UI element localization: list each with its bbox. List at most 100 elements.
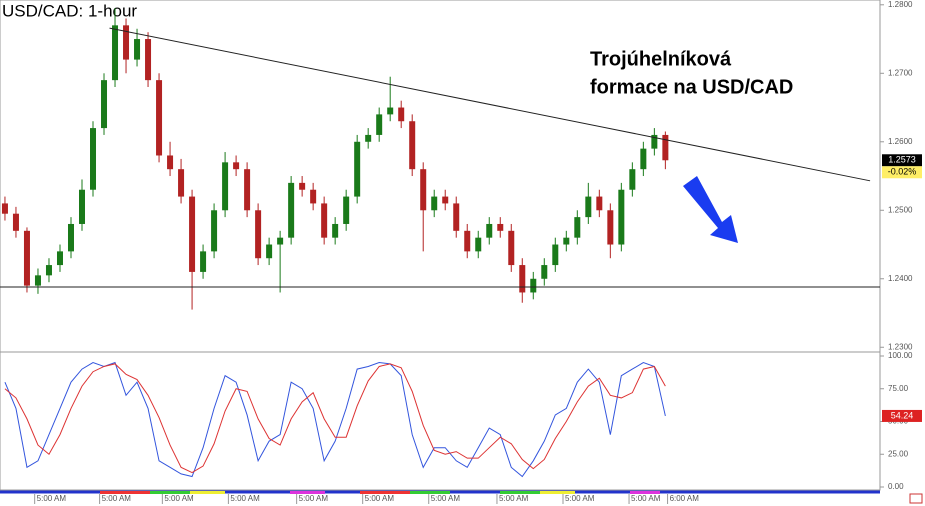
session [500,491,540,494]
y-tick-label: 25.00 [888,449,909,458]
candle-body [112,25,119,81]
y-tick-label: 1.2600 [888,137,913,146]
candle-body [200,251,207,272]
candle-body [453,203,460,231]
candle-body [530,278,537,293]
candle-body [45,265,52,276]
candle-body [233,162,240,170]
candle-body [574,217,581,238]
candle-body [640,148,647,170]
y-tick-label: 1.2500 [888,205,913,214]
candle-body [134,39,141,60]
x-tick-label: 5:00 AM [102,494,132,503]
session [190,491,225,494]
candle-body [222,162,229,211]
candle-body [486,223,493,238]
x-tick-label: 5:00 AM [499,494,529,503]
oscillator-line [4,363,666,474]
candle-body [354,141,361,197]
session [410,491,450,494]
candle-body [464,230,471,252]
x-tick-label: 5:00 AM [230,494,260,503]
candle-body [178,169,185,197]
annotation: Trojúhelníková [590,48,732,70]
down-arrow [683,176,738,243]
candle-body [475,237,482,252]
change-tag-label: -0.02% [888,167,917,177]
candle-body [156,80,163,156]
candle-body [585,196,592,218]
session [540,491,575,494]
candle-body [56,251,63,266]
candle-body [376,114,383,135]
candle-body [123,25,130,60]
y-tick-label: 100.00 [888,351,913,360]
candle-body [167,155,174,170]
candle-body [552,244,559,266]
candle-body [651,134,658,149]
x-tick-label: 5:00 AM [164,494,194,503]
candle-body [189,196,196,272]
oscillator-panel [0,351,881,491]
change-tag [882,166,922,179]
candle-body [607,210,614,245]
candle-body [618,189,625,245]
candle-body [288,182,295,238]
candle-body [398,107,405,122]
x-tick-label: 5:00 AM [431,494,461,503]
candle-body [255,210,262,259]
chart-title: USD/CAD: 1-hour [2,1,137,20]
candle-body [629,169,636,190]
price-tag [882,154,922,167]
candle-body [508,230,515,266]
y-tick-label: 1.2800 [888,0,913,9]
candle-body [145,39,152,81]
candle-body [79,189,86,224]
session [150,491,190,494]
candle-body [211,210,218,252]
session [360,491,410,494]
candle-body [365,134,372,142]
osc-tag-label: 54.24 [891,410,914,420]
candle-body [387,107,394,115]
price-panel [0,0,881,353]
candle-body [277,237,284,245]
candle-body [299,182,306,190]
x-tick-label: 5:00 AM [631,494,661,503]
candle-body [497,223,504,231]
candle-body [442,196,449,204]
candle-body [431,196,438,211]
candle-body [662,134,669,161]
candle-body [67,223,74,252]
candle-body [90,128,97,190]
session-strip [100,491,660,494]
candle-body [34,275,41,286]
price-tag-label: 1.2573 [888,155,916,165]
x-tick-label: 5:00 AM [299,494,329,503]
candle-body [541,265,548,279]
candle-body [310,189,317,204]
candle-body [23,230,30,286]
y-tick-label: 75.00 [888,384,909,393]
candle-body [321,203,328,238]
oscillator-line [4,361,666,478]
candle-body [266,244,273,259]
candle-body [343,196,350,224]
resistance-line [109,27,871,182]
session [630,491,660,494]
candle-body [519,265,526,293]
x-tick-label: 6:00 AM [670,494,700,503]
session [290,491,325,494]
candle-body [244,169,251,211]
x-tick-label: 5:00 AM [365,494,395,503]
scroll-button[interactable] [909,493,923,504]
candle-body [563,237,570,245]
x-tick-label: 5:00 AM [565,494,595,503]
candle-body [420,169,427,211]
candle-body [409,121,416,170]
y-tick-label: 1.2300 [888,342,913,351]
session [100,491,150,494]
candle-body [12,213,19,231]
